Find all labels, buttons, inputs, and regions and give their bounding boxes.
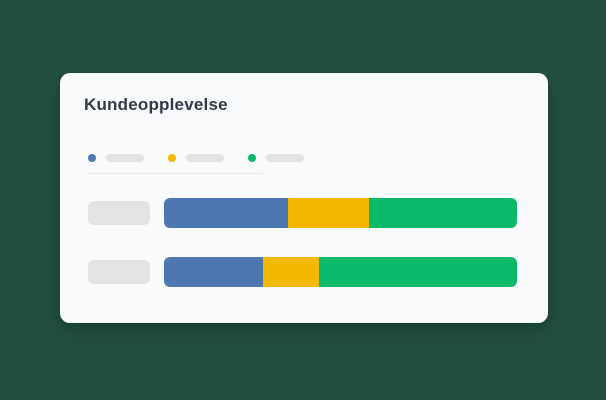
bar-0-segment-1 bbox=[287, 198, 369, 228]
legend-color-dot-icon bbox=[88, 154, 96, 162]
legend bbox=[88, 154, 304, 162]
stacked-bar-chart bbox=[88, 198, 520, 316]
chart-row-1 bbox=[88, 257, 520, 287]
stacked-bar-1 bbox=[164, 257, 517, 287]
legend-label-placeholder bbox=[106, 154, 144, 162]
bar-1-segment-0 bbox=[164, 257, 263, 287]
legend-item-1 bbox=[168, 154, 224, 162]
legend-color-dot-icon bbox=[168, 154, 176, 162]
kundeopplevelse-card: Kundeopplevelse bbox=[60, 73, 548, 323]
bar-1-segment-2 bbox=[319, 257, 517, 287]
legend-label-placeholder bbox=[266, 154, 304, 162]
row-label-placeholder bbox=[88, 260, 150, 284]
card-title: Kundeopplevelse bbox=[84, 95, 228, 114]
legend-item-2 bbox=[248, 154, 304, 162]
legend-color-dot-icon bbox=[248, 154, 256, 162]
chart-row-0 bbox=[88, 198, 520, 228]
legend-divider bbox=[88, 173, 263, 174]
bar-1-segment-1 bbox=[262, 257, 320, 287]
legend-label-placeholder bbox=[186, 154, 224, 162]
bar-0-segment-0 bbox=[164, 198, 288, 228]
legend-item-0 bbox=[88, 154, 144, 162]
stacked-bar-0 bbox=[164, 198, 517, 228]
row-label-placeholder bbox=[88, 201, 150, 225]
bar-0-segment-2 bbox=[368, 198, 517, 228]
